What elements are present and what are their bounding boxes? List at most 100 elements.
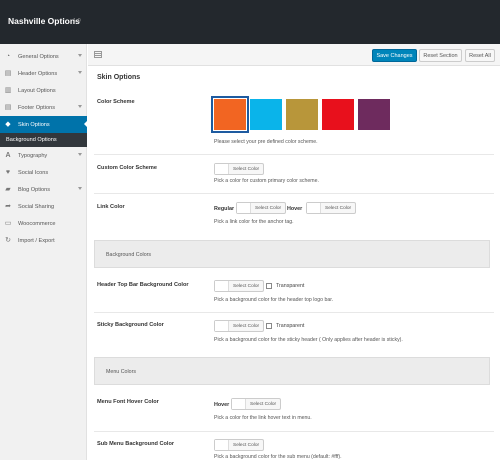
link-regular-label: Regular bbox=[214, 206, 235, 212]
menu-font-hover-desc: Pick a color for the link hover text in … bbox=[214, 415, 312, 421]
menu-font-hover-color-picker[interactable]: Select Color bbox=[231, 398, 282, 410]
custom-color-picker[interactable]: Select Color bbox=[214, 163, 265, 175]
expand-options-icon[interactable] bbox=[94, 51, 102, 58]
divider bbox=[94, 312, 494, 313]
sidebar-item-label: Skin Options bbox=[18, 121, 50, 128]
sticky-bg-color-picker[interactable]: Select Color bbox=[214, 320, 265, 332]
divider bbox=[94, 431, 494, 432]
options-panel: Skin Options Color Scheme Please select … bbox=[88, 66, 500, 460]
sticky-bg-transparent-checkbox[interactable] bbox=[266, 323, 272, 329]
sidebar-item-typography[interactable]: A Typography bbox=[0, 147, 87, 164]
menu-hover-label: Hover bbox=[214, 402, 230, 408]
select-color-label: Select Color bbox=[233, 283, 260, 289]
color-preview bbox=[232, 399, 246, 409]
custom-color-label: Custom Color Scheme bbox=[97, 165, 157, 171]
chevron-down-icon bbox=[78, 54, 82, 57]
sidebar-item-blog-options[interactable]: ▰ Blog Options bbox=[0, 181, 87, 198]
sidebar-item-header-options[interactable]: ▤ Header Options bbox=[0, 65, 87, 82]
sidebar-item-label: Footer Options bbox=[18, 104, 55, 111]
link-color-desc: Pick a link color for the anchor tag. bbox=[214, 219, 294, 225]
sidebar-item-label: Blog Options bbox=[18, 186, 51, 193]
sidebar-subitem-background-options[interactable]: Background Options bbox=[0, 133, 87, 147]
background-colors-group: Background Colors bbox=[94, 240, 490, 268]
link-regular-color-picker[interactable]: Select Color bbox=[236, 202, 287, 214]
select-color-label: Select Color bbox=[233, 166, 260, 172]
admin-header: Nashville Options 1.0 bbox=[0, 0, 500, 44]
header-top-bar-color-picker[interactable]: Select Color bbox=[214, 280, 265, 292]
sticky-bg-label: Sticky Background Color bbox=[97, 322, 164, 328]
menu-font-hover-label: Menu Font Hover Color bbox=[97, 399, 159, 405]
select-color-label: Select Color bbox=[325, 205, 352, 211]
link-color-label: Link Color bbox=[97, 204, 125, 210]
chevron-down-icon bbox=[78, 153, 82, 156]
chat-icon: ▰ bbox=[5, 185, 11, 193]
color-preview bbox=[215, 321, 229, 331]
sidebar-item-woocommerce[interactable]: ▭ Woocommerce bbox=[0, 215, 87, 232]
header-top-bar-bg-label: Header Top Bar Background Color bbox=[97, 282, 189, 288]
select-color-label: Select Color bbox=[250, 401, 277, 407]
header-icon: ▤ bbox=[4, 69, 12, 77]
sidebar-item-label: Typography bbox=[18, 152, 48, 159]
heart-icon: ♥ bbox=[5, 168, 11, 176]
sidebar-item-label: Header Options bbox=[18, 70, 58, 77]
select-color-label: Select Color bbox=[233, 442, 260, 448]
sidebar-item-label: Social Icons bbox=[18, 169, 49, 176]
color-scheme-desc: Please select your pre defined color sch… bbox=[214, 139, 318, 145]
divider bbox=[94, 154, 494, 155]
refresh-icon: ↻ bbox=[5, 236, 11, 244]
submenu-bg-label: Sub Menu Background Color bbox=[97, 441, 175, 447]
panel-version: 1.0 bbox=[73, 18, 81, 24]
sidebar-item-import-export[interactable]: ↻ Import / Export bbox=[0, 232, 87, 249]
reset-section-button[interactable]: Reset Section bbox=[419, 49, 462, 62]
header-top-bar-desc: Pick a background color for the header t… bbox=[214, 297, 334, 303]
submenu-bg-desc: Pick a background color for the sub menu… bbox=[214, 454, 342, 460]
gauge-icon: ◔ bbox=[5, 52, 11, 60]
sidebar-item-footer-options[interactable]: ▤ Footer Options bbox=[0, 99, 87, 116]
sidebar-item-label: General Options bbox=[18, 53, 59, 60]
color-scheme-swatch[interactable] bbox=[286, 99, 318, 130]
reset-all-button[interactable]: Reset All bbox=[465, 49, 495, 62]
group-title: Menu Colors bbox=[106, 369, 137, 375]
cart-icon: ▭ bbox=[4, 219, 12, 227]
sidebar-item-social-icons[interactable]: ♥ Social Icons bbox=[0, 164, 87, 181]
sidebar-item-general-options[interactable]: ◔ General Options bbox=[0, 48, 87, 65]
sidebar-item-skin-options[interactable]: ◆ Skin Options bbox=[0, 116, 88, 133]
color-scheme-swatch[interactable] bbox=[358, 99, 390, 130]
color-preview bbox=[215, 164, 229, 174]
transparent-label: Transparent bbox=[276, 323, 305, 329]
link-hover-color-picker[interactable]: Select Color bbox=[306, 202, 357, 214]
color-preview bbox=[215, 440, 229, 450]
chevron-down-icon bbox=[78, 187, 82, 190]
color-preview bbox=[237, 203, 251, 213]
menu-colors-group: Menu Colors bbox=[94, 357, 490, 385]
panel-title: Nashville Options bbox=[8, 16, 80, 26]
select-color-label: Select Color bbox=[233, 323, 260, 329]
color-scheme-swatch[interactable] bbox=[322, 99, 354, 130]
font-icon: A bbox=[5, 151, 11, 159]
color-scheme-label: Color Scheme bbox=[97, 99, 135, 105]
select-color-label: Select Color bbox=[255, 205, 282, 211]
sidebar: ◔ General Options ▤ Header Options ▥ Lay… bbox=[0, 44, 88, 460]
custom-color-desc: Pick a color for custom primary color sc… bbox=[214, 178, 319, 184]
sidebar-item-label: Social Sharing bbox=[18, 203, 55, 210]
sidebar-item-label: Background Options bbox=[6, 137, 57, 143]
group-title: Background Colors bbox=[106, 252, 152, 258]
save-changes-button[interactable]: Save Changes bbox=[372, 49, 417, 62]
submenu-bg-color-picker[interactable]: Select Color bbox=[214, 439, 265, 451]
section-title: Skin Options bbox=[97, 74, 141, 81]
color-scheme-swatch[interactable] bbox=[211, 96, 249, 133]
color-preview bbox=[215, 281, 229, 291]
chevron-down-icon bbox=[78, 71, 82, 74]
layout-icon: ▥ bbox=[4, 86, 12, 94]
droplet-icon: ◆ bbox=[5, 120, 11, 128]
share-icon: ➦ bbox=[5, 202, 11, 210]
color-scheme-swatch[interactable] bbox=[250, 99, 282, 130]
color-preview bbox=[307, 203, 321, 213]
sidebar-item-layout-options[interactable]: ▥ Layout Options bbox=[0, 82, 87, 99]
transparent-label: Transparent bbox=[276, 283, 305, 289]
sidebar-item-social-sharing[interactable]: ➦ Social Sharing bbox=[0, 198, 87, 215]
link-hover-label: Hover bbox=[287, 206, 303, 212]
footer-icon: ▤ bbox=[4, 103, 12, 111]
header-top-bar-transparent-checkbox[interactable] bbox=[266, 283, 272, 289]
sidebar-item-label: Layout Options bbox=[18, 87, 56, 94]
